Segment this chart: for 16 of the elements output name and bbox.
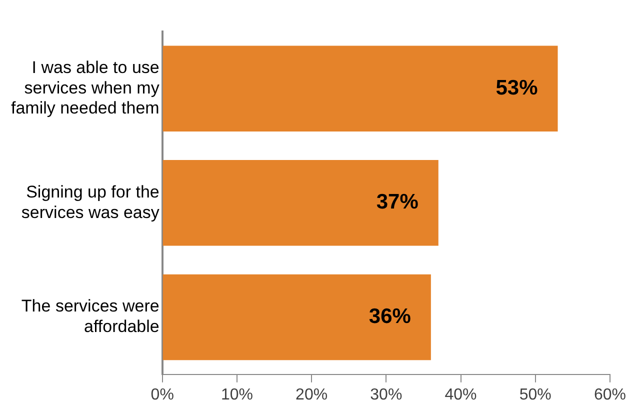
x-tick-label: 30% (370, 386, 402, 404)
data-label: 53% (496, 76, 538, 100)
x-tick-label: 10% (220, 386, 253, 404)
bar (162, 160, 438, 246)
bar (162, 46, 558, 132)
y-tick-label: I was able to use services when my family needed them (10, 58, 160, 118)
x-tick-label: 40% (444, 386, 477, 404)
x-tick-label: 20% (296, 386, 328, 404)
x-tick-label: 0% (150, 386, 174, 404)
x-tick-label: 50% (519, 386, 552, 404)
y-tick-label: Signing up for the services was easy (21, 182, 160, 222)
data-label: 37% (376, 190, 419, 214)
bar (162, 274, 431, 360)
data-label: 36% (368, 305, 412, 328)
x-tick-label: 60% (594, 386, 626, 404)
y-tick-label: The services were affordable (21, 296, 160, 336)
